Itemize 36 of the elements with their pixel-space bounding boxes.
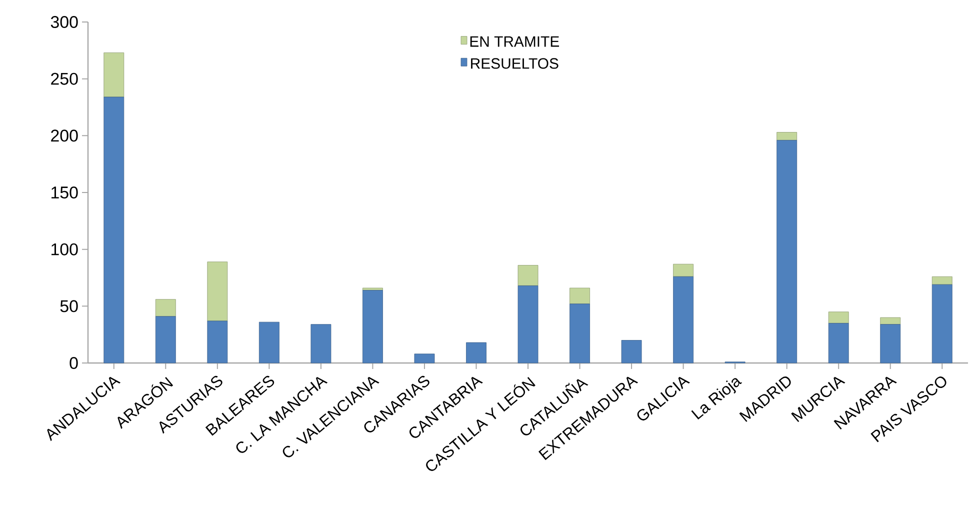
y-tick-label: 0 [70,357,78,369]
bar [155,299,176,317]
bar [362,288,383,290]
bar [518,265,538,286]
y-tick-label: 200 [51,130,78,142]
bar [518,286,538,364]
y-tick-label: 300 [50,16,78,28]
bar [673,276,694,364]
bar [932,284,952,364]
bar [466,342,486,364]
bar [207,320,228,364]
bar [155,316,176,364]
bar [776,140,798,364]
bar [828,323,849,364]
bar [310,324,332,364]
bar [570,288,590,304]
bar [362,290,383,364]
bar [258,322,280,364]
bar [104,96,124,364]
bar [104,52,124,98]
bar [673,264,694,277]
bar [932,276,952,285]
bar [570,304,590,364]
legend-label: EN TRAMITE [470,36,560,47]
bar [621,340,642,364]
bar [828,312,849,324]
bar [414,354,435,364]
bar [207,262,228,322]
bar [880,324,901,364]
bar [880,317,901,325]
y-tick-label: 100 [52,243,78,256]
bar [776,132,798,140]
y-tick-label: 50 [60,300,78,312]
y-tick-label: 250 [51,72,78,85]
legend-label: RESUELTOS [471,58,558,69]
y-tick-label: 150 [52,186,78,198]
